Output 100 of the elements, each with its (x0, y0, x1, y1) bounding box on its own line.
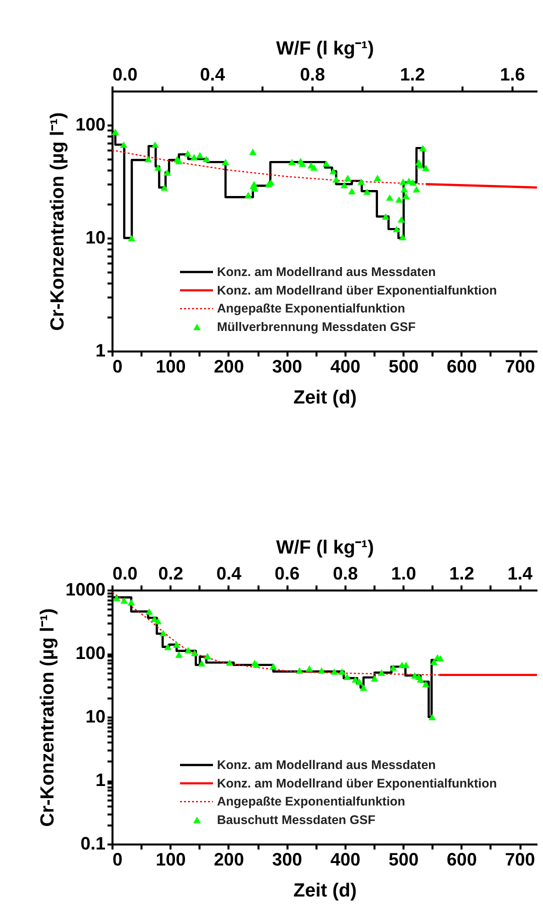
point (430, 658, 438, 666)
legend-label: Müllverbrennung Messdaten GSF (217, 320, 416, 334)
legend-label: Bauschutt Messdaten GSF (217, 812, 376, 827)
point (402, 192, 410, 200)
point (175, 651, 183, 658)
point (196, 152, 204, 158)
point (190, 154, 198, 160)
x2-tick-label: 1.0 (391, 564, 416, 584)
point (340, 182, 348, 188)
x-tick-label: 200 (214, 850, 244, 870)
x-tick-label: 700 (505, 356, 536, 376)
x-tick-label: 500 (388, 850, 419, 870)
point (398, 234, 406, 240)
point (318, 667, 326, 674)
x-tick-label: 100 (156, 850, 186, 870)
x2-axis-title: W/F (l kg⁻¹) (276, 38, 374, 60)
x-tick-label: 300 (272, 356, 302, 376)
point (198, 660, 206, 667)
point (112, 594, 120, 602)
point (144, 156, 152, 162)
point (112, 128, 120, 136)
x2-axis-title: W/F (l kg⁻¹) (276, 538, 374, 558)
point (395, 196, 403, 203)
x-axis-title: Zeit (d) (293, 388, 357, 408)
x-tick-label: 0 (112, 356, 123, 376)
y-tick-label: 100 (75, 114, 106, 135)
x2-tick-label: 0.6 (274, 564, 300, 584)
point (310, 164, 318, 171)
point (164, 644, 172, 650)
point (154, 618, 162, 624)
x-tick-label: 100 (156, 356, 186, 376)
point (120, 141, 128, 148)
point (378, 669, 386, 676)
point (338, 668, 346, 675)
point (190, 650, 198, 656)
point (416, 676, 424, 683)
point (330, 168, 337, 174)
point (422, 680, 430, 688)
point (172, 641, 180, 648)
point (402, 662, 410, 668)
point (154, 164, 162, 171)
x2-tick-label: 0.8 (332, 564, 358, 584)
x-axis-title: Zeit (d) (293, 880, 357, 902)
point (428, 714, 436, 720)
point (348, 188, 356, 194)
point (409, 179, 417, 186)
x2-tick-label: 1.6 (500, 64, 526, 84)
y-axis-title: Cr-Konzentration (µg l⁻¹) (47, 112, 68, 331)
x2-tick-label: 0.4 (200, 64, 226, 84)
point (363, 188, 371, 195)
x-tick-label: 500 (388, 356, 419, 376)
legend-label: Konz. am Modellrand über Exponentialfunktion (217, 283, 497, 298)
point (330, 668, 338, 675)
point (288, 158, 296, 166)
point (120, 597, 128, 604)
point (399, 178, 407, 185)
x2-tick-label: 0.0 (112, 64, 138, 84)
y-axis-title: Cr-Konzentration (µg l⁻¹) (37, 608, 58, 827)
legend-label: Konz. am Modellrand aus Messdaten (217, 265, 436, 279)
point (374, 174, 382, 182)
x2-tick-label: 1.4 (508, 564, 533, 584)
x-tick-label: 200 (214, 356, 244, 376)
point (370, 675, 378, 682)
point (128, 599, 135, 606)
point (322, 160, 330, 167)
point (298, 160, 306, 167)
x2-tick-label: 0.2 (158, 564, 184, 584)
point (419, 144, 427, 152)
point (386, 194, 394, 201)
point (412, 186, 420, 192)
point (222, 158, 230, 166)
point (270, 663, 277, 670)
legend-label: Angepaßte Exponentialfunktion (217, 302, 406, 316)
point (226, 659, 234, 666)
point (392, 226, 400, 232)
point (436, 655, 444, 662)
point (360, 684, 368, 691)
point (389, 664, 397, 671)
point (343, 674, 351, 680)
x-tick-label: 600 (446, 850, 477, 870)
y-tick-label: 1 (95, 340, 106, 360)
point (306, 665, 314, 672)
point (357, 178, 365, 185)
point (344, 174, 352, 182)
point (356, 678, 364, 685)
point (422, 164, 430, 172)
x-tick-label: 600 (446, 356, 477, 376)
x2-tick-label: 1.2 (449, 564, 474, 584)
y-tick-label: 1000 (65, 580, 106, 600)
y-tick-label: 10 (85, 706, 106, 726)
point (160, 630, 167, 636)
x-tick-label: 0 (112, 850, 123, 870)
point (202, 156, 210, 162)
point (204, 652, 212, 660)
point (400, 186, 408, 192)
x-tick-label: 300 (272, 850, 302, 870)
x-tick-label: 400 (330, 850, 360, 870)
y-tick-label: 10 (85, 228, 106, 248)
point (398, 216, 406, 223)
x-tick-label: 400 (330, 356, 360, 376)
